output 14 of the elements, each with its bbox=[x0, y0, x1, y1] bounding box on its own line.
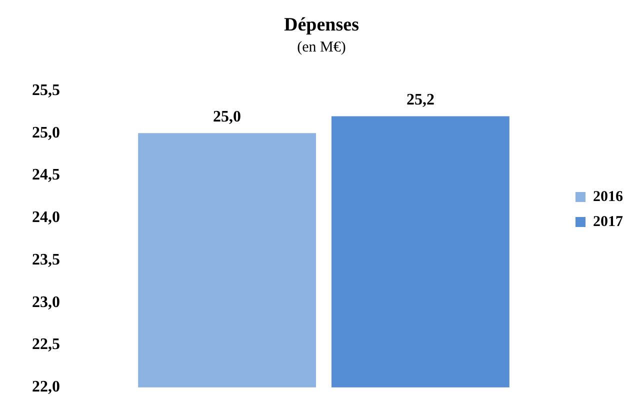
chart-title: Dépenses bbox=[284, 14, 359, 36]
y-tick-label: 24,5 bbox=[32, 166, 60, 184]
y-tick-label: 23,0 bbox=[32, 294, 60, 311]
y-tick-label: 22,0 bbox=[32, 378, 60, 396]
y-tick-label: 25,5 bbox=[32, 82, 60, 99]
y-tick-label: 22,5 bbox=[32, 336, 60, 354]
data-label: 25,0 bbox=[213, 108, 242, 126]
data-label: 25,2 bbox=[406, 91, 434, 108]
y-tick-label: 25,0 bbox=[32, 124, 60, 142]
legend-label: 2017 bbox=[593, 214, 624, 230]
y-tick-label: 23,5 bbox=[32, 251, 60, 268]
legend-label: 2016 bbox=[593, 188, 624, 205]
y-tick-label: 24,0 bbox=[32, 209, 60, 226]
chart-subtitle: (en M€) bbox=[297, 40, 346, 56]
